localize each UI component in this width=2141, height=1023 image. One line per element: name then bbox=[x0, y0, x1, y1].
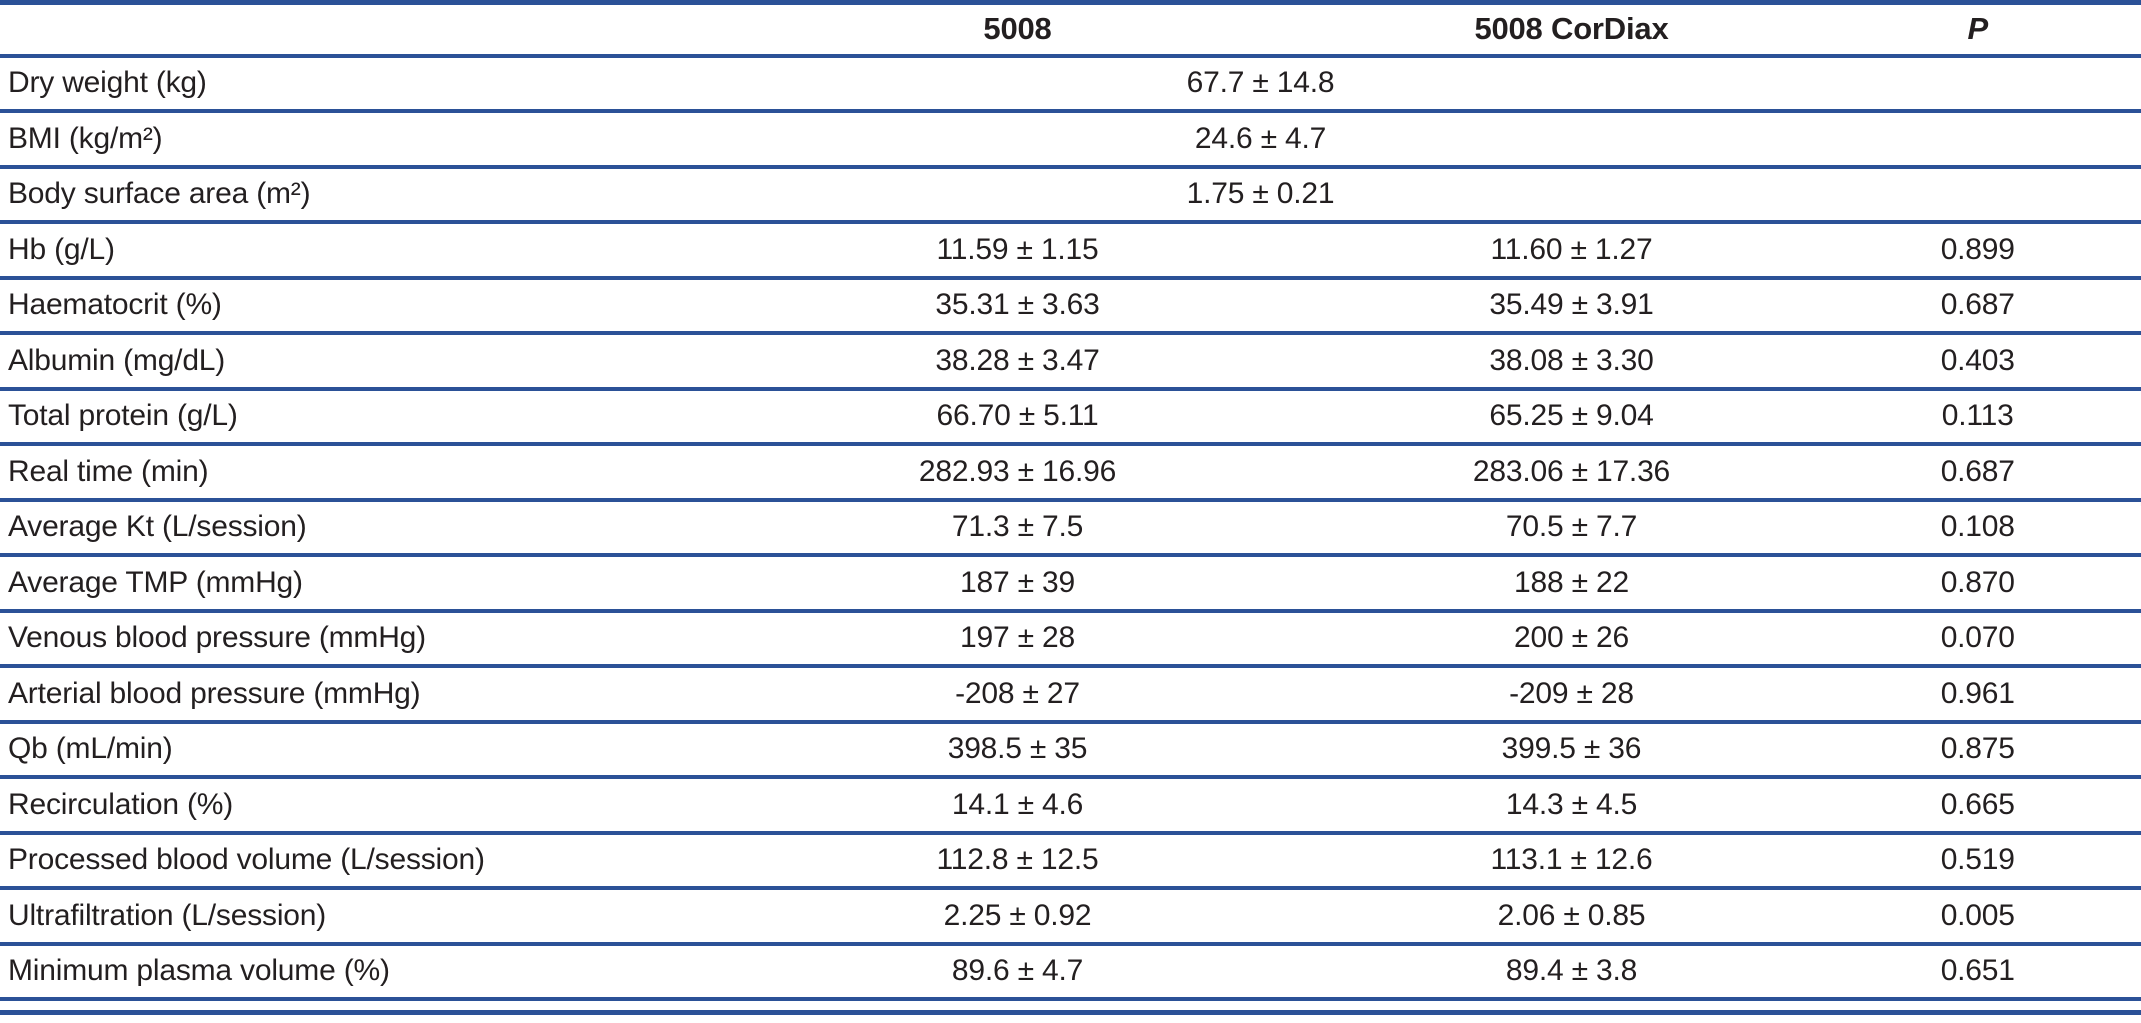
table-row-average-tmp: Average TMP (mmHg) 187 ± 39 188 ± 22 0.8… bbox=[0, 555, 2141, 613]
p-value: 0.875 bbox=[1814, 721, 2141, 779]
table-row-dry-weight: Dry weight (kg) 67.7 ± 14.8 bbox=[0, 55, 2141, 113]
value-cordiax: -209 ± 28 bbox=[1328, 666, 1815, 724]
row-label: Minimum plasma volume (%) bbox=[0, 943, 707, 1001]
table-row-average-kt: Average Kt (L/session) 71.3 ± 7.5 70.5 ±… bbox=[0, 499, 2141, 557]
header-row: 5008 5008 CorDiax P bbox=[0, 0, 2141, 58]
p-value: 0.403 bbox=[1814, 333, 2141, 391]
value-5008: 11.59 ± 1.15 bbox=[706, 222, 1329, 280]
table-row-hb: Hb (g/L) 11.59 ± 1.15 11.60 ± 1.27 0.899 bbox=[0, 222, 2141, 280]
row-label: Real time (min) bbox=[0, 444, 707, 502]
comparison-table: 5008 5008 CorDiax P Dry weight (kg) 67.7… bbox=[0, 0, 2141, 1001]
p-value: 0.519 bbox=[1814, 832, 2141, 890]
value-cordiax: 2.06 ± 0.85 bbox=[1328, 888, 1815, 946]
row-label: Recirculation (%) bbox=[0, 777, 707, 835]
value-5008: 282.93 ± 16.96 bbox=[706, 444, 1329, 502]
row-label: Ultrafiltration (L/session) bbox=[0, 888, 707, 946]
p-value: 0.961 bbox=[1814, 666, 2141, 724]
row-label: Processed blood volume (L/session) bbox=[0, 832, 707, 890]
table-row-ultrafiltration: Ultrafiltration (L/session) 2.25 ± 0.92 … bbox=[0, 888, 2141, 946]
p-value: 0.870 bbox=[1814, 555, 2141, 613]
p-value: 0.899 bbox=[1814, 222, 2141, 280]
table-row-haematocrit: Haematocrit (%) 35.31 ± 3.63 35.49 ± 3.9… bbox=[0, 277, 2141, 335]
header-empty-cell bbox=[0, 0, 707, 58]
row-label: Dry weight (kg) bbox=[0, 55, 707, 113]
value-5008: 66.70 ± 5.11 bbox=[706, 388, 1329, 446]
row-label: Hb (g/L) bbox=[0, 222, 707, 280]
row-label: Venous blood pressure (mmHg) bbox=[0, 610, 707, 668]
row-label: Average TMP (mmHg) bbox=[0, 555, 707, 613]
table-row-body-surface-area: Body surface area (m²) 1.75 ± 0.21 bbox=[0, 166, 2141, 224]
p-value: 0.665 bbox=[1814, 777, 2141, 835]
value-cordiax: 38.08 ± 3.30 bbox=[1328, 333, 1815, 391]
row-label: Albumin (mg/dL) bbox=[0, 333, 707, 391]
value-5008: 89.6 ± 4.7 bbox=[706, 943, 1329, 1001]
table-row-bmi: BMI (kg/m²) 24.6 ± 4.7 bbox=[0, 111, 2141, 169]
value-cordiax: 283.06 ± 17.36 bbox=[1328, 444, 1815, 502]
table-row-recirculation: Recirculation (%) 14.1 ± 4.6 14.3 ± 4.5 … bbox=[0, 777, 2141, 835]
merged-value: 1.75 ± 0.21 bbox=[706, 166, 1815, 224]
row-label: Arterial blood pressure (mmHg) bbox=[0, 666, 707, 724]
table-row-arterial-pressure: Arterial blood pressure (mmHg) -208 ± 27… bbox=[0, 666, 2141, 724]
value-5008: 14.1 ± 4.6 bbox=[706, 777, 1329, 835]
table-row-processed-blood-volume: Processed blood volume (L/session) 112.8… bbox=[0, 832, 2141, 890]
value-cordiax: 14.3 ± 4.5 bbox=[1328, 777, 1815, 835]
merged-value: 67.7 ± 14.8 bbox=[706, 55, 1815, 113]
value-cordiax: 188 ± 22 bbox=[1328, 555, 1815, 613]
row-label: BMI (kg/m²) bbox=[0, 111, 707, 169]
table-row-qb: Qb (mL/min) 398.5 ± 35 399.5 ± 36 0.875 bbox=[0, 721, 2141, 779]
value-cordiax: 11.60 ± 1.27 bbox=[1328, 222, 1815, 280]
header-5008: 5008 bbox=[706, 0, 1329, 58]
value-cordiax: 65.25 ± 9.04 bbox=[1328, 388, 1815, 446]
value-cordiax: 89.4 ± 3.8 bbox=[1328, 943, 1815, 1001]
row-label: Average Kt (L/session) bbox=[0, 499, 707, 557]
table-row-minimum-plasma-volume: Minimum plasma volume (%) 89.6 ± 4.7 89.… bbox=[0, 943, 2141, 1001]
p-value: 0.687 bbox=[1814, 277, 2141, 335]
table-row-venous-pressure: Venous blood pressure (mmHg) 197 ± 28 20… bbox=[0, 610, 2141, 668]
row-label: Body surface area (m²) bbox=[0, 166, 707, 224]
value-5008: 2.25 ± 0.92 bbox=[706, 888, 1329, 946]
row-label: Haematocrit (%) bbox=[0, 277, 707, 335]
value-5008: 398.5 ± 35 bbox=[706, 721, 1329, 779]
p-value-empty bbox=[1814, 55, 2141, 113]
p-value-empty bbox=[1814, 111, 2141, 169]
table-row-real-time: Real time (min) 282.93 ± 16.96 283.06 ± … bbox=[0, 444, 2141, 502]
p-value: 0.108 bbox=[1814, 499, 2141, 557]
merged-value: 24.6 ± 4.7 bbox=[706, 111, 1815, 169]
value-cordiax: 399.5 ± 36 bbox=[1328, 721, 1815, 779]
value-5008: 38.28 ± 3.47 bbox=[706, 333, 1329, 391]
value-cordiax: 200 ± 26 bbox=[1328, 610, 1815, 668]
p-value: 0.113 bbox=[1814, 388, 2141, 446]
value-5008: 35.31 ± 3.63 bbox=[706, 277, 1329, 335]
value-5008: 187 ± 39 bbox=[706, 555, 1329, 613]
p-value: 0.070 bbox=[1814, 610, 2141, 668]
header-p: P bbox=[1814, 0, 2141, 58]
p-value-empty bbox=[1814, 166, 2141, 224]
value-5008: 71.3 ± 7.5 bbox=[706, 499, 1329, 557]
p-value: 0.651 bbox=[1814, 943, 2141, 1001]
header-5008-cordiax: 5008 CorDiax bbox=[1328, 0, 1815, 58]
row-label: Total protein (g/L) bbox=[0, 388, 707, 446]
value-5008: -208 ± 27 bbox=[706, 666, 1329, 724]
p-value: 0.005 bbox=[1814, 888, 2141, 946]
value-cordiax: 113.1 ± 12.6 bbox=[1328, 832, 1815, 890]
table-row-albumin: Albumin (mg/dL) 38.28 ± 3.47 38.08 ± 3.3… bbox=[0, 333, 2141, 391]
value-cordiax: 70.5 ± 7.7 bbox=[1328, 499, 1815, 557]
value-5008: 197 ± 28 bbox=[706, 610, 1329, 668]
p-value: 0.687 bbox=[1814, 444, 2141, 502]
table-bottom-rule bbox=[0, 1010, 2141, 1015]
table-row-total-protein: Total protein (g/L) 66.70 ± 5.11 65.25 ±… bbox=[0, 388, 2141, 446]
value-cordiax: 35.49 ± 3.91 bbox=[1328, 277, 1815, 335]
row-label: Qb (mL/min) bbox=[0, 721, 707, 779]
value-5008: 112.8 ± 12.5 bbox=[706, 832, 1329, 890]
